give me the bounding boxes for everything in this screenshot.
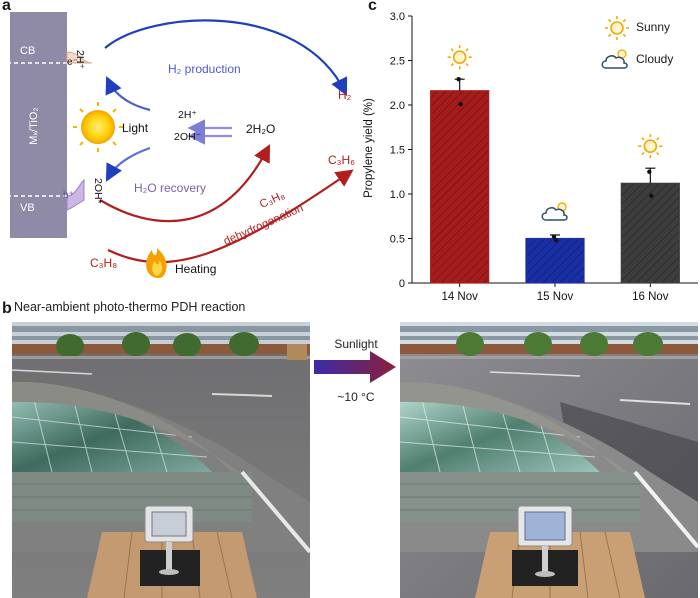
legend-cloudy-label: Cloudy xyxy=(636,52,674,66)
sunlight-arrow xyxy=(314,351,396,383)
h2o-recovery-label: H₂O recovery xyxy=(134,181,207,195)
proton-arrow xyxy=(105,76,151,112)
y-tick-label: 2.0 xyxy=(390,100,405,112)
y-tick-label: 0 xyxy=(399,278,405,290)
h2-production-label: H₂ production xyxy=(168,62,241,76)
propylene-product-label: C₃H₆ xyxy=(328,153,356,167)
bar-material-label: Mₓ/TiO₂ xyxy=(28,107,40,145)
data-point-2-1 xyxy=(649,193,654,198)
y-tick-label: 0.5 xyxy=(390,234,405,246)
x-tick-label: 15 Nov xyxy=(537,291,574,300)
legend-sunny-label: Sunny xyxy=(636,20,671,34)
bar-2 xyxy=(620,182,680,284)
hole-label: h⁺ xyxy=(63,190,74,201)
semiconductor-bar xyxy=(10,12,67,238)
sun-icon xyxy=(73,102,123,152)
legend-cloudy-icon xyxy=(600,46,632,72)
hole-distribution xyxy=(66,178,85,211)
y-tick-label: 3.0 xyxy=(390,11,405,23)
sunlight-label: Sunlight xyxy=(334,337,378,351)
data-point-1-0 xyxy=(551,234,557,239)
y-tick-label: 1.5 xyxy=(390,145,405,157)
y-tick-label: 2.5 xyxy=(390,56,405,68)
surface-proton-label: 2H⁺ xyxy=(74,50,86,69)
x-tick-label: 14 Nov xyxy=(441,291,478,300)
flame-icon xyxy=(146,248,167,278)
cloudy-weather-icon xyxy=(541,202,568,221)
propane-reactant-label: C₃H₈ xyxy=(90,256,118,270)
legend-sunny-icon xyxy=(602,15,632,41)
bar-0 xyxy=(430,90,490,284)
h2-product-label: H₂ xyxy=(338,88,352,102)
electron-label: e⁻ xyxy=(67,57,78,68)
data-point-0-1 xyxy=(458,101,463,107)
temperature-label: ~10 °C xyxy=(337,390,375,404)
light-label: Light xyxy=(122,121,149,135)
heating-label: Heating xyxy=(175,262,217,276)
photo-after xyxy=(400,322,698,598)
panel-b-letter: b xyxy=(2,300,12,317)
y-tick-label: 1.0 xyxy=(390,189,405,201)
sunny-weather-icon xyxy=(638,134,663,159)
bar-1 xyxy=(525,237,585,284)
electron-distribution xyxy=(66,51,93,64)
water-recovery-arrow xyxy=(99,144,271,223)
panel-a-letter: a xyxy=(2,0,11,14)
vb-label: VB xyxy=(20,202,35,214)
data-point-0-0 xyxy=(456,76,461,82)
panel-a-diagram xyxy=(0,12,354,278)
sunny-weather-icon xyxy=(447,45,472,70)
dehydrogenation-arrow xyxy=(107,169,354,264)
data-point-1-1 xyxy=(553,238,559,243)
hydroxide-arrow xyxy=(105,146,151,182)
x-tick-label: 16 Nov xyxy=(632,291,669,300)
photo-before xyxy=(12,322,310,598)
mid-hydroxide-label: 2OH⁻ xyxy=(174,131,202,143)
panel-c-letter: c xyxy=(368,0,377,14)
chart-ylabel: Propylene yield (%) xyxy=(363,98,375,198)
cb-label: CB xyxy=(20,45,36,57)
h2-production-arrow xyxy=(104,19,348,96)
mid-proton-label: 2H⁺ xyxy=(178,109,197,121)
surface-hydroxyl-label: 2OH* xyxy=(92,178,104,204)
water-label: 2H₂O xyxy=(246,122,276,136)
propylene-yield-chart: 0 0.5 1.0 1.5 2.0 2.5 3.0 14 Nov 15 Nov 16 Nov Pr… xyxy=(363,11,698,300)
data-point-2-0 xyxy=(647,169,652,174)
panel-b-caption: Near-ambient photo-thermo PDH reaction xyxy=(14,300,246,314)
